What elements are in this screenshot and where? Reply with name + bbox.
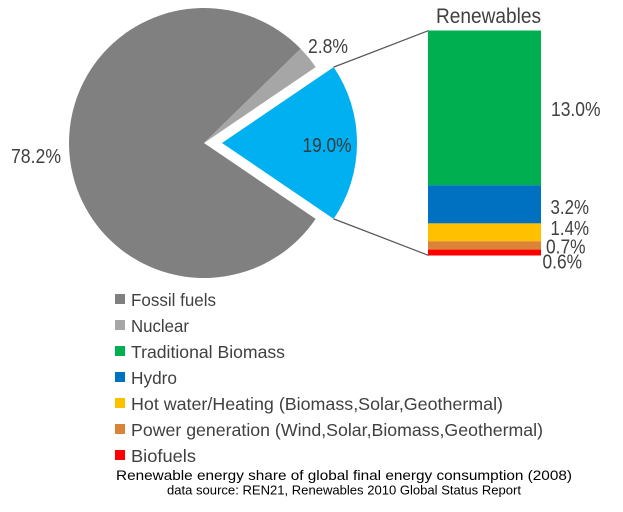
svg-text:0.6%: 0.6% [543,252,583,274]
svg-text:data source: REN21, Renewables: data source: REN21, Renewables 2010 Glob… [167,483,521,498]
svg-text:Hydro: Hydro [131,368,177,388]
svg-text:Nuclear: Nuclear [131,316,189,336]
svg-text:3.2%: 3.2% [551,197,590,219]
svg-text:Power generation (Wind,Solar,B: Power generation (Wind,Solar,Biomass,Geo… [131,420,543,440]
svg-text:Hot water/Heating (Biomass,Sol: Hot water/Heating (Biomass,Solar,Geother… [131,394,503,414]
svg-text:19.0%: 19.0% [303,135,352,157]
svg-text:78.2%: 78.2% [11,146,61,168]
svg-text:0.7%: 0.7% [546,237,586,259]
svg-text:Biofuels: Biofuels [131,446,196,466]
svg-text:Renewable energy share of glob: Renewable energy share of global final e… [116,467,572,483]
svg-text:13.0%: 13.0% [551,99,601,121]
svg-text:Renewables: Renewables [436,5,541,28]
svg-text:Fossil fuels: Fossil fuels [131,290,216,310]
svg-text:1.4%: 1.4% [551,218,590,240]
svg-text:Traditional Biomass: Traditional Biomass [131,342,285,362]
svg-text:2.8%: 2.8% [308,36,348,58]
